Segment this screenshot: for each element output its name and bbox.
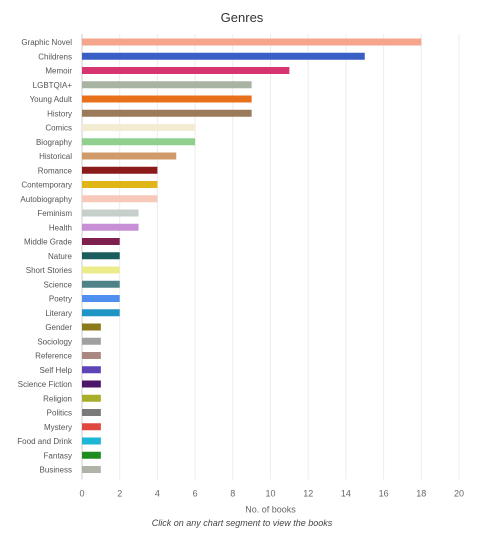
category-label-autobiography: Autobiography	[20, 195, 72, 204]
chart-title: Genres	[220, 10, 264, 25]
x-tick-label: 14	[341, 489, 351, 499]
bar-history[interactable]	[82, 109, 252, 117]
category-label-poetry: Poetry	[49, 295, 72, 304]
category-label-fantasy: Fantasy	[44, 451, 72, 460]
x-tick-label: 2	[117, 489, 122, 499]
category-label-food-and-drink: Food and Drink	[17, 437, 73, 446]
category-label-health: Health	[49, 223, 72, 232]
category-label-reference: Reference	[35, 352, 72, 361]
category-label-young-adult: Young Adult	[30, 95, 73, 104]
category-label-memoir: Memoir	[45, 67, 72, 76]
category-label-biography: Biography	[36, 138, 72, 147]
bar-science-fiction[interactable]	[82, 380, 101, 388]
category-label-historical: Historical	[39, 152, 72, 161]
bar-contemporary[interactable]	[82, 181, 158, 188]
category-label-politics: Politics	[47, 409, 72, 418]
category-label-childrens: Childrens	[38, 52, 72, 61]
bar-gender[interactable]	[82, 323, 101, 331]
bar-biography[interactable]	[82, 138, 196, 146]
bar-childrens[interactable]	[82, 52, 365, 60]
footer-note: Click on any chart segment to view the b…	[151, 518, 333, 528]
bar-food-and-drink[interactable]	[82, 437, 101, 445]
category-label-nature: Nature	[48, 252, 73, 261]
x-tick-label: 8	[230, 489, 235, 499]
bar-historical[interactable]	[82, 152, 177, 160]
x-tick-label: 4	[155, 489, 160, 499]
bar-health[interactable]	[82, 223, 139, 231]
category-label-self-help: Self Help	[40, 366, 73, 375]
category-label-short-stories: Short Stories	[26, 266, 72, 275]
category-label-religion: Religion	[43, 394, 72, 403]
category-label-business: Business	[40, 466, 72, 475]
category-label-lgbtqia: LGBTQIA+	[33, 81, 73, 90]
bar-feminism[interactable]	[82, 209, 139, 217]
bar-science[interactable]	[82, 280, 120, 288]
category-label-middle-grade: Middle Grade	[24, 238, 73, 247]
bar-sociology[interactable]	[82, 337, 101, 345]
category-label-sociology: Sociology	[37, 337, 72, 346]
x-tick-label: 10	[265, 489, 275, 499]
x-axis-title: No. of books	[245, 505, 296, 515]
category-label-comics: Comics	[45, 124, 72, 133]
category-label-feminism: Feminism	[37, 209, 72, 218]
category-label-graphic-novel: Graphic Novel	[21, 38, 72, 47]
bar-young-adult[interactable]	[82, 95, 252, 103]
bar-nature[interactable]	[82, 252, 120, 260]
category-label-literary: Literary	[45, 309, 72, 318]
bar-fantasy[interactable]	[82, 451, 101, 459]
bar-graphic-novel[interactable]	[82, 38, 422, 46]
bar-middle-grade[interactable]	[82, 238, 120, 245]
category-label-gender: Gender	[45, 323, 72, 332]
x-tick-label: 6	[193, 489, 198, 499]
category-label-science: Science	[44, 280, 73, 289]
category-label-mystery: Mystery	[44, 423, 72, 432]
x-tick-label: 20	[454, 489, 464, 499]
bar-romance[interactable]	[82, 166, 158, 174]
bar-autobiography[interactable]	[82, 195, 158, 203]
bar-literary[interactable]	[82, 309, 120, 317]
bar-self-help[interactable]	[82, 366, 101, 374]
x-tick-label: 18	[416, 489, 426, 499]
bar-mystery[interactable]	[82, 423, 101, 431]
bar-religion[interactable]	[82, 394, 101, 402]
bar-memoir[interactable]	[82, 67, 290, 74]
bar-politics[interactable]	[82, 409, 101, 416]
x-tick-label: 12	[303, 489, 313, 499]
bar-poetry[interactable]	[82, 295, 120, 302]
category-label-history: History	[47, 109, 72, 118]
category-label-romance: Romance	[38, 166, 73, 175]
category-label-science-fiction: Science Fiction	[18, 380, 72, 389]
bar-short-stories[interactable]	[82, 266, 120, 274]
bar-business[interactable]	[82, 466, 101, 473]
bar-lgbtqia[interactable]	[82, 81, 252, 89]
x-tick-label: 0	[79, 489, 84, 499]
bar-comics[interactable]	[82, 124, 196, 131]
x-tick-label: 16	[379, 489, 389, 499]
category-label-contemporary: Contemporary	[21, 181, 72, 190]
bar-reference[interactable]	[82, 352, 101, 359]
